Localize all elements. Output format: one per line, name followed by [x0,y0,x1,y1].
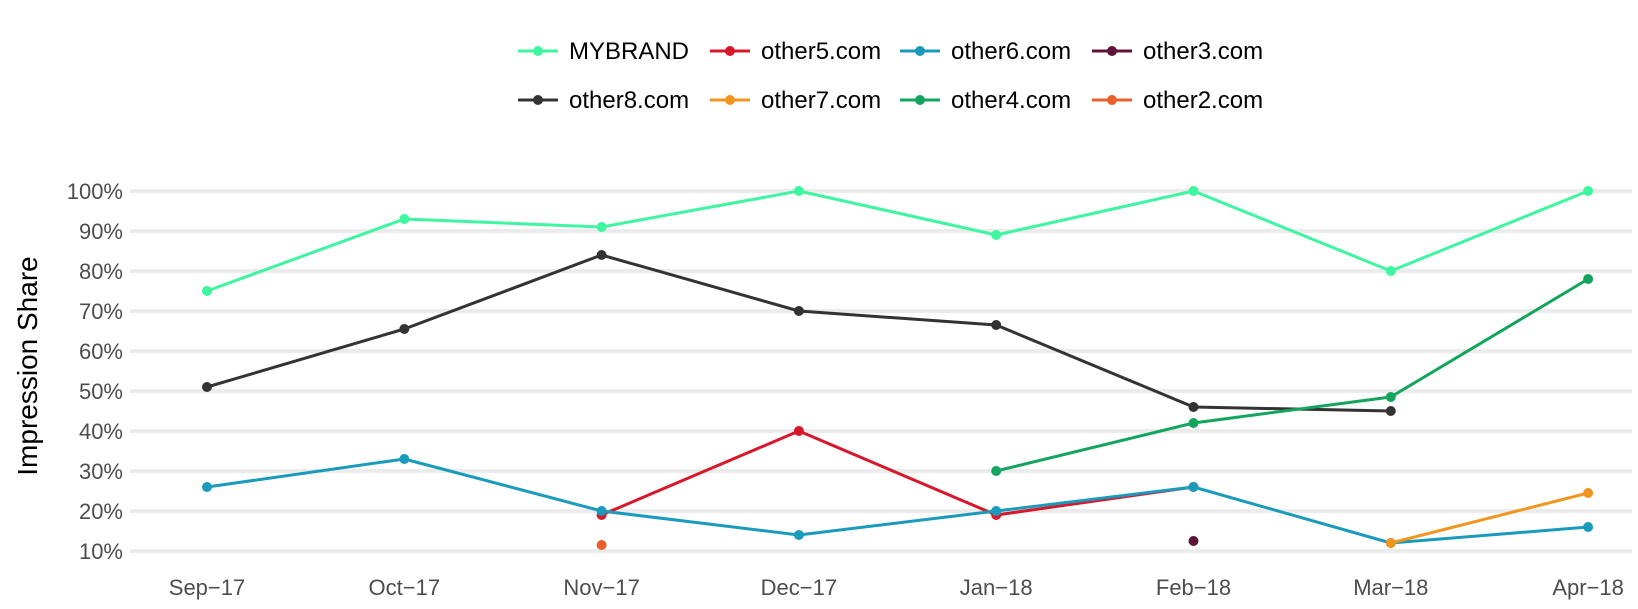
legend-label: other2.com [1143,87,1263,114]
legend-key-point [533,46,543,56]
series-line [206,253,1391,413]
legend-label: other5.com [761,38,881,65]
y-tick-label: 30% [79,459,123,484]
legend-key-point [1107,46,1117,56]
data-point [1188,482,1199,492]
data-point [202,286,212,296]
legend-key-point [725,95,735,105]
legend-key-point [915,95,925,105]
legend-item: MYBRAND [518,38,689,65]
data-point [793,426,804,436]
y-tick-label: 60% [79,339,123,364]
data-point [1583,186,1594,196]
series-line [1390,491,1589,545]
y-tick-label: 50% [79,379,123,404]
y-tick-label: 40% [79,419,123,444]
legend-key-point [725,46,735,56]
data-point [793,530,804,540]
series-line [206,189,1589,293]
legend-item: other2.com [1092,87,1263,114]
data-point [1583,274,1594,284]
legend-item: other5.com [710,38,881,65]
x-tick-label: Jan−18 [960,575,1033,600]
y-tick-label: 70% [79,299,123,324]
data-point [991,230,1002,240]
gridlines [130,189,1632,553]
series-other8-com [202,250,1396,416]
series-other6-com [202,454,1594,548]
data-point [596,540,607,550]
data-point [596,222,607,232]
series-mybrand [202,186,1594,296]
legend-key-point [1107,95,1117,105]
series-other3-com [1188,536,1199,546]
legend-label: MYBRAND [569,38,689,65]
series-line [601,429,1194,517]
legend-label: other8.com [569,87,689,114]
legend-label: other3.com [1143,38,1263,65]
legend: MYBRAND other5.com other6.com other3.com oth… [518,38,1263,114]
series-other7-com [1385,488,1594,548]
legend-label: other7.com [761,87,881,114]
y-tick-label: 10% [79,539,123,564]
data-point [1385,392,1396,402]
data-point [1188,186,1199,196]
data-point [1385,406,1396,416]
y-tick-label: 90% [79,219,123,244]
x-tick-label: Mar−18 [1353,575,1428,600]
data-point [399,214,410,224]
legend-item: other4.com [900,87,1071,114]
legend-item: other3.com [1092,38,1263,65]
legend-key-point [533,95,543,105]
x-tick-label: Feb−18 [1156,575,1231,600]
legend-item: other6.com [900,38,1071,65]
y-tick-label: 80% [79,259,123,284]
data-point [1385,538,1396,548]
y-axis-title: Impression Share [12,256,43,475]
y-axis-ticks: 100% 90% 80% 70% 60% 50% 40% 30% 20% 10% [67,179,123,564]
data-point [991,506,1002,516]
legend-item: other8.com [518,87,689,114]
x-tick-label: Nov−17 [563,575,639,600]
y-tick-label: 100% [67,179,123,204]
data-point [793,186,804,196]
legend-label: other4.com [951,87,1071,114]
data-point [1385,266,1396,276]
data-point [1188,536,1199,546]
x-tick-label: Oct−17 [369,575,441,600]
data-point [991,320,1002,330]
x-tick-label: Dec−17 [761,575,837,600]
data-point [793,306,804,316]
x-tick-label: Sep−17 [169,575,245,600]
legend-label: other6.com [951,38,1071,65]
data-point [596,250,607,260]
series-line [206,457,1589,545]
data-point [399,324,410,334]
legend-item: other7.com [710,87,881,114]
series-layer [202,186,1594,550]
data-point [991,466,1002,476]
x-axis-ticks: Sep−17 Oct−17 Nov−17 Dec−17 Jan−18 Feb−18 Mar−… [169,575,1624,600]
x-tick-label: Apr−18 [1552,575,1624,600]
series-other4-com [991,274,1594,476]
data-point [1583,488,1594,498]
data-point [202,382,212,392]
legend-key-point [915,46,925,56]
series-other2-com [596,540,607,550]
data-point [1188,402,1199,412]
data-point [202,482,212,492]
data-point [596,506,607,516]
series-line [995,277,1589,473]
data-point [1188,418,1199,428]
data-point [399,454,410,464]
y-tick-label: 20% [79,499,123,524]
data-point [1583,522,1594,532]
